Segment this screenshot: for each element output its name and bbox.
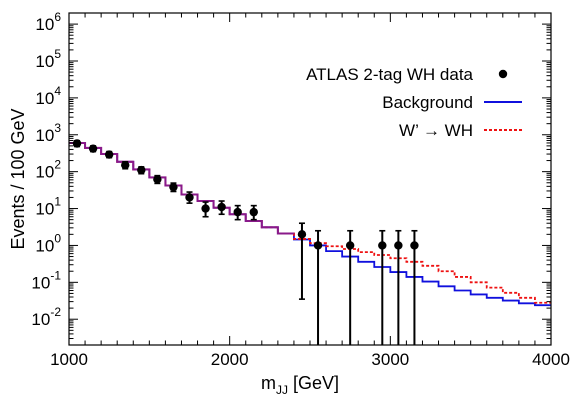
x-axis-title-unit: [GeV] (288, 373, 339, 393)
data-point (394, 241, 403, 250)
data-point (313, 241, 323, 250)
data-point (121, 160, 130, 170)
y-tick-label-base: 10 (35, 126, 54, 145)
y-tick-label: 10-1 (31, 268, 61, 292)
tick-labels-layer: 1000 2000 3000 400010-210-11001011021031041… (31, 10, 570, 369)
y-tick-label-exponent: 0 (54, 231, 61, 245)
x-tick-label: 4000 (532, 350, 570, 369)
data-point (217, 202, 226, 212)
data-point (297, 230, 307, 239)
data-point (201, 204, 210, 213)
legend-signal-label: W’ → WH (399, 121, 473, 140)
y-tick-label-base: 10 (35, 52, 54, 71)
y-tick-label-exponent: 4 (54, 84, 61, 98)
legend: ATLAS 2-tag WH data Background W’ → WH (306, 65, 522, 140)
y-tick-label: 106 (35, 10, 61, 34)
data-points-layer (72, 139, 419, 345)
y-tick-label-exponent: 1 (54, 195, 61, 209)
data-point (345, 241, 355, 250)
data-point (378, 241, 387, 250)
y-tick-label-exponent: 6 (54, 10, 61, 24)
y-tick-label-base: 10 (35, 89, 54, 108)
y-tick-label-base: 10 (35, 200, 54, 219)
y-tick-label: 101 (35, 195, 61, 219)
y-tick-label-base: 10 (35, 163, 54, 182)
x-axis-title-subscript: JJ (276, 383, 288, 397)
legend-data-label: ATLAS 2-tag WH data (306, 65, 473, 84)
legend-background-label: Background (382, 93, 473, 112)
signal-histogram (69, 142, 551, 304)
data-point (249, 207, 258, 217)
y-tick-label: 105 (35, 47, 61, 71)
ticks-layer (68, 12, 552, 346)
y-tick-label-exponent: -2 (50, 305, 61, 319)
data-point (153, 175, 162, 184)
x-axis-title-main: m (261, 373, 276, 393)
data-point (410, 241, 419, 250)
x-axis-title: mJJ [GeV] (261, 373, 339, 397)
data-point (137, 165, 146, 175)
x-tick-label: 3000 (371, 350, 409, 369)
y-tick-label-exponent: 2 (54, 158, 61, 172)
data-point (104, 150, 114, 159)
y-tick-label: 10-2 (31, 305, 61, 329)
data-point (169, 182, 178, 192)
data-point (88, 144, 98, 153)
data-point (185, 193, 194, 202)
y-tick-label-base: 10 (31, 273, 50, 292)
y-tick-label-exponent: 3 (54, 121, 61, 135)
y-tick-label-base: 10 (35, 236, 54, 255)
y-tick-label-base: 10 (31, 310, 50, 329)
x-tick-label: 2000 (211, 350, 249, 369)
y-tick-label: 102 (35, 158, 61, 182)
x-tick-label: 1000 (50, 350, 88, 369)
y-tick-label-exponent: 5 (54, 47, 61, 61)
y-tick-label: 100 (35, 231, 61, 255)
data-point (72, 139, 82, 148)
y-axis-title: Events / 100 GeV (8, 108, 28, 249)
y-tick-label: 104 (35, 84, 61, 108)
y-tick-label-base: 10 (35, 15, 54, 34)
y-tick-label: 103 (35, 121, 61, 145)
y-tick-label-exponent: -1 (50, 268, 61, 282)
overlap-histogram (69, 141, 294, 235)
data-point (233, 207, 242, 217)
